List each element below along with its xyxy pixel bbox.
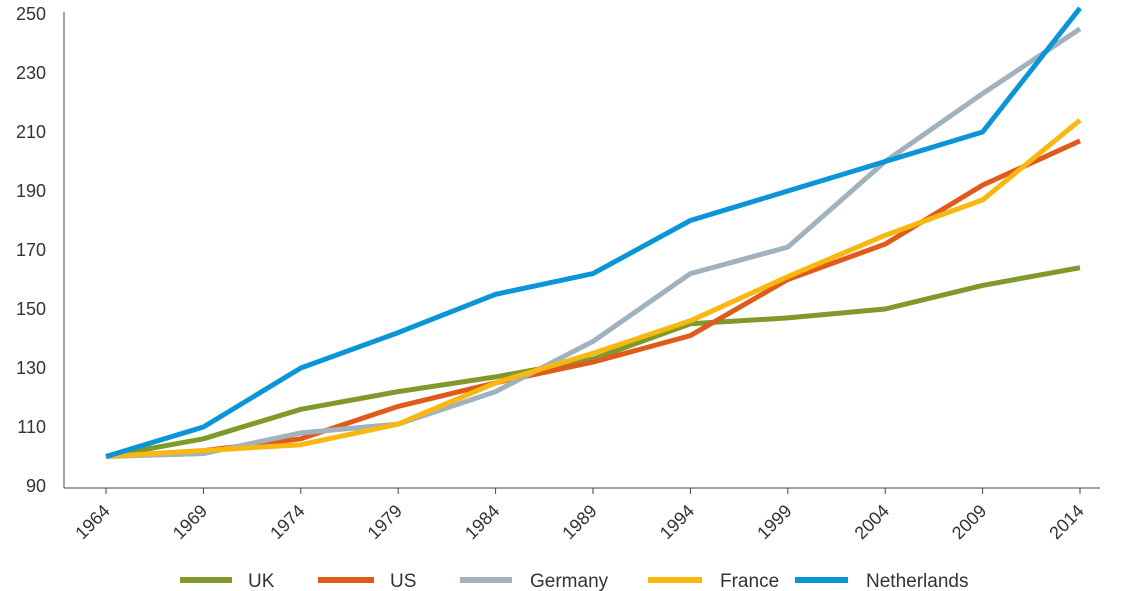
x-tick-label: 1984 xyxy=(461,501,503,543)
y-tick-label: 130 xyxy=(16,358,46,378)
y-axis-ticks: 90 110 130 150 170 190 210 230 250 xyxy=(16,4,46,496)
series-line-netherlands xyxy=(105,6,1082,459)
legend-label-us: US xyxy=(390,571,416,591)
series-lines xyxy=(105,6,1082,459)
x-tick-label: 2004 xyxy=(851,501,893,543)
y-tick-label: 230 xyxy=(16,63,46,83)
x-tick-label: 1994 xyxy=(656,501,698,543)
x-axis-ticks: 1964 1969 1974 1979 1984 1989 1994 1999 2004 2009… xyxy=(71,488,1088,543)
series-line-uk xyxy=(105,265,1081,459)
x-tick-label: 2014 xyxy=(1045,501,1087,543)
x-tick-label: 1989 xyxy=(558,501,600,543)
y-tick-label: 170 xyxy=(16,240,46,260)
legend-label-france: France xyxy=(720,571,779,591)
x-tick-label: 2009 xyxy=(948,501,990,543)
x-tick-label: 1974 xyxy=(266,501,308,543)
legend-label-uk: UK xyxy=(248,571,275,591)
y-tick-label: 250 xyxy=(16,4,46,24)
legend-label-netherlands: Netherlands xyxy=(866,571,968,591)
legend-label-germany: Germany xyxy=(530,571,609,591)
x-tick-label: 1979 xyxy=(364,501,406,543)
x-tick-label: 1964 xyxy=(71,501,113,543)
x-tick-label: 1999 xyxy=(753,501,795,543)
y-tick-label: 150 xyxy=(16,299,46,319)
y-tick-label: 110 xyxy=(17,417,46,437)
x-tick-label: 1969 xyxy=(169,501,211,543)
y-tick-label: 210 xyxy=(16,122,46,142)
y-tick-label: 90 xyxy=(26,476,46,496)
legend: UK US Germany France Netherlands xyxy=(180,571,968,591)
series-line-germany xyxy=(105,26,1082,459)
y-tick-label: 190 xyxy=(16,181,46,201)
series-line-france xyxy=(105,118,1082,459)
